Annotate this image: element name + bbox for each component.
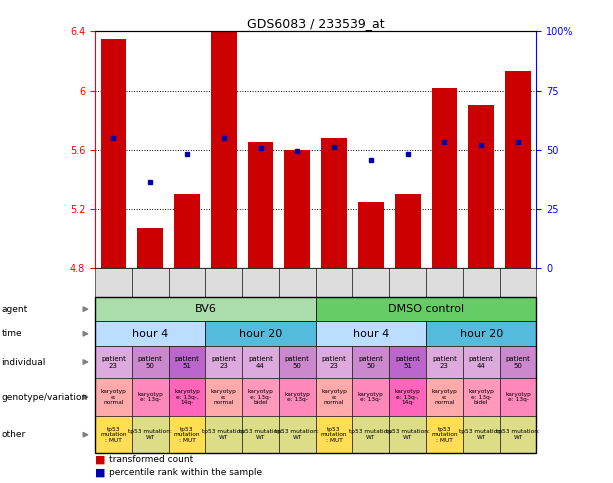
Text: hour 4: hour 4 <box>132 329 169 339</box>
Text: tp53 mutation:
WT: tp53 mutation: WT <box>202 429 246 440</box>
Bar <box>321 138 347 268</box>
Text: hour 4: hour 4 <box>352 329 389 339</box>
Bar <box>284 150 310 268</box>
Text: tp53 mutation:
WT: tp53 mutation: WT <box>238 429 283 440</box>
Text: karyotyp
e:
normal: karyotyp e: normal <box>321 389 347 405</box>
Text: tp53 mutation:
WT: tp53 mutation: WT <box>349 429 393 440</box>
Text: DMSO control: DMSO control <box>388 304 464 314</box>
Text: tp53
mutation
: MUT: tp53 mutation : MUT <box>321 427 348 442</box>
Text: patient
50: patient 50 <box>506 355 530 369</box>
Text: karyotyp
e: 13q-: karyotyp e: 13q- <box>284 392 310 402</box>
Text: tp53
mutation
: MUT: tp53 mutation : MUT <box>173 427 200 442</box>
Text: patient
51: patient 51 <box>395 355 420 369</box>
Text: patient
50: patient 50 <box>138 355 162 369</box>
Text: ■: ■ <box>95 468 105 477</box>
Text: karyotyp
e: 13q-
bidel: karyotyp e: 13q- bidel <box>468 389 494 405</box>
Text: hour 20: hour 20 <box>460 329 503 339</box>
Text: time: time <box>1 329 22 338</box>
Text: tp53 mutation:
WT: tp53 mutation: WT <box>275 429 319 440</box>
Text: karyotyp
e:
normal: karyotyp e: normal <box>101 389 126 405</box>
Bar <box>358 201 384 268</box>
Bar <box>432 87 457 268</box>
Text: karyotyp
e:
normal: karyotyp e: normal <box>211 389 237 405</box>
Text: patient
23: patient 23 <box>432 355 457 369</box>
Text: ■: ■ <box>95 455 105 465</box>
Text: karyotyp
e: 13q-
bidel: karyotyp e: 13q- bidel <box>248 389 273 405</box>
Text: patient
23: patient 23 <box>322 355 346 369</box>
Text: karyotyp
e: 13q-: karyotyp e: 13q- <box>137 392 163 402</box>
Text: patient
50: patient 50 <box>285 355 310 369</box>
Text: tp53 mutation:
WT: tp53 mutation: WT <box>386 429 430 440</box>
Bar <box>101 39 126 268</box>
Text: karyotyp
e: 13q-,
14q-: karyotyp e: 13q-, 14q- <box>395 389 421 405</box>
Text: hour 20: hour 20 <box>239 329 282 339</box>
Text: patient
44: patient 44 <box>469 355 493 369</box>
Text: percentile rank within the sample: percentile rank within the sample <box>109 468 262 477</box>
Text: tp53 mutation:
WT: tp53 mutation: WT <box>496 429 540 440</box>
Text: other: other <box>1 430 26 439</box>
Text: patient
23: patient 23 <box>211 355 236 369</box>
Text: tp53
mutation
: MUT: tp53 mutation : MUT <box>100 427 127 442</box>
Text: BV6: BV6 <box>194 304 216 314</box>
Text: transformed count: transformed count <box>109 455 192 464</box>
Bar <box>468 105 494 268</box>
Text: patient
51: patient 51 <box>175 355 199 369</box>
Text: agent: agent <box>1 305 28 313</box>
Text: karyotyp
e:
normal: karyotyp e: normal <box>432 389 457 405</box>
Text: tp53
mutation
: MUT: tp53 mutation : MUT <box>431 427 458 442</box>
Text: tp53 mutation:
WT: tp53 mutation: WT <box>128 429 172 440</box>
Text: patient
50: patient 50 <box>359 355 383 369</box>
Text: karyotyp
e: 13q-,
14q-: karyotyp e: 13q-, 14q- <box>174 389 200 405</box>
Bar <box>137 228 163 268</box>
Bar <box>395 194 421 268</box>
Bar <box>505 71 531 268</box>
Title: GDS6083 / 233539_at: GDS6083 / 233539_at <box>247 17 384 30</box>
Bar <box>248 142 273 268</box>
Text: tp53 mutation:
WT: tp53 mutation: WT <box>459 429 503 440</box>
Text: genotype/variation: genotype/variation <box>1 393 88 401</box>
Text: individual: individual <box>1 357 45 367</box>
Text: patient
44: patient 44 <box>248 355 273 369</box>
Text: karyotyp
e: 13q-: karyotyp e: 13q- <box>505 392 531 402</box>
Bar <box>211 0 237 268</box>
Text: patient
23: patient 23 <box>101 355 126 369</box>
Text: karyotyp
e: 13q-: karyotyp e: 13q- <box>358 392 384 402</box>
Bar <box>174 194 200 268</box>
